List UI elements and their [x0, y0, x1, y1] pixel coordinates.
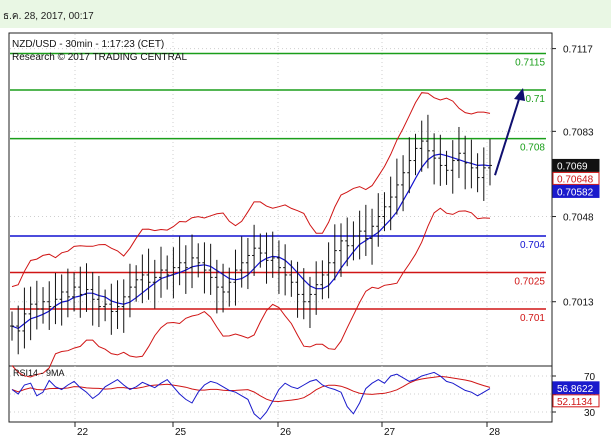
x-tick-label: 26	[280, 427, 292, 438]
chart-title: NZD/USD - 30min - 1:17:23 (CET)	[12, 39, 164, 50]
forecast-arrow	[494, 87, 525, 176]
rsi-ma-line	[11, 375, 491, 403]
y-tick-label: 0.7083	[563, 127, 594, 138]
y-tick-label: 0.7117	[563, 45, 593, 56]
forecast-arrow-head	[514, 87, 525, 101]
level-label: 0.71	[526, 94, 546, 105]
rsi-line	[11, 371, 491, 420]
x-tick-label: 28	[489, 427, 501, 438]
price-badge-label: 0.7069	[557, 161, 588, 172]
level-label: 0.7115	[515, 57, 545, 68]
price-badge-label: 0.70582	[557, 187, 594, 198]
x-tick-label: 25	[175, 427, 187, 438]
level-label: 0.7025	[514, 277, 545, 288]
price-badges: 0.7069 0.70648 0.70582	[552, 158, 600, 198]
price-badge	[552, 171, 600, 185]
level-label: 0.701	[520, 313, 545, 324]
x-tick-label: 22	[77, 427, 89, 438]
rsi-badge-label: 52.1134	[557, 397, 593, 408]
level-label: 0.708	[520, 143, 545, 154]
moving-average	[11, 153, 491, 330]
forecast-arrow-shaft	[494, 95, 521, 176]
top-bar: ธ.ค. 28, 2017, 00:17	[0, 0, 611, 28]
lower-band	[11, 207, 491, 378]
x-axis: 22 25 26 27 28	[74, 422, 501, 438]
price-badge-label: 0.70648	[557, 174, 594, 185]
level-label: 0.704	[520, 240, 545, 251]
y-tick-label: 0.7013	[563, 298, 594, 309]
price-badge	[552, 184, 600, 198]
rsi-badge	[552, 394, 600, 408]
rsi-badge	[552, 381, 600, 395]
y-tick-label: 0.7048	[563, 213, 594, 224]
bollinger-bands	[11, 92, 491, 378]
price-panel-frame	[8, 32, 553, 367]
rsi-tick-label: 30	[584, 408, 596, 419]
candles	[10, 114, 492, 355]
upper-band	[11, 92, 491, 288]
price-badge	[552, 158, 600, 172]
x-tick-label: 27	[384, 427, 396, 438]
y-axis: 0.7117 0.7083 0.7048 0.7013	[552, 45, 594, 309]
timestamp: ธ.ค. 28, 2017, 00:17	[3, 11, 94, 22]
grid	[10, 34, 551, 421]
rsi-badge-label: 56.8622	[557, 384, 594, 395]
rsi-label: RSI14 - 9MA	[13, 368, 65, 378]
rsi-tick-label: 70	[584, 372, 596, 383]
chart-subtitle: Research © 2017 TRADING CENTRAL	[12, 52, 187, 63]
